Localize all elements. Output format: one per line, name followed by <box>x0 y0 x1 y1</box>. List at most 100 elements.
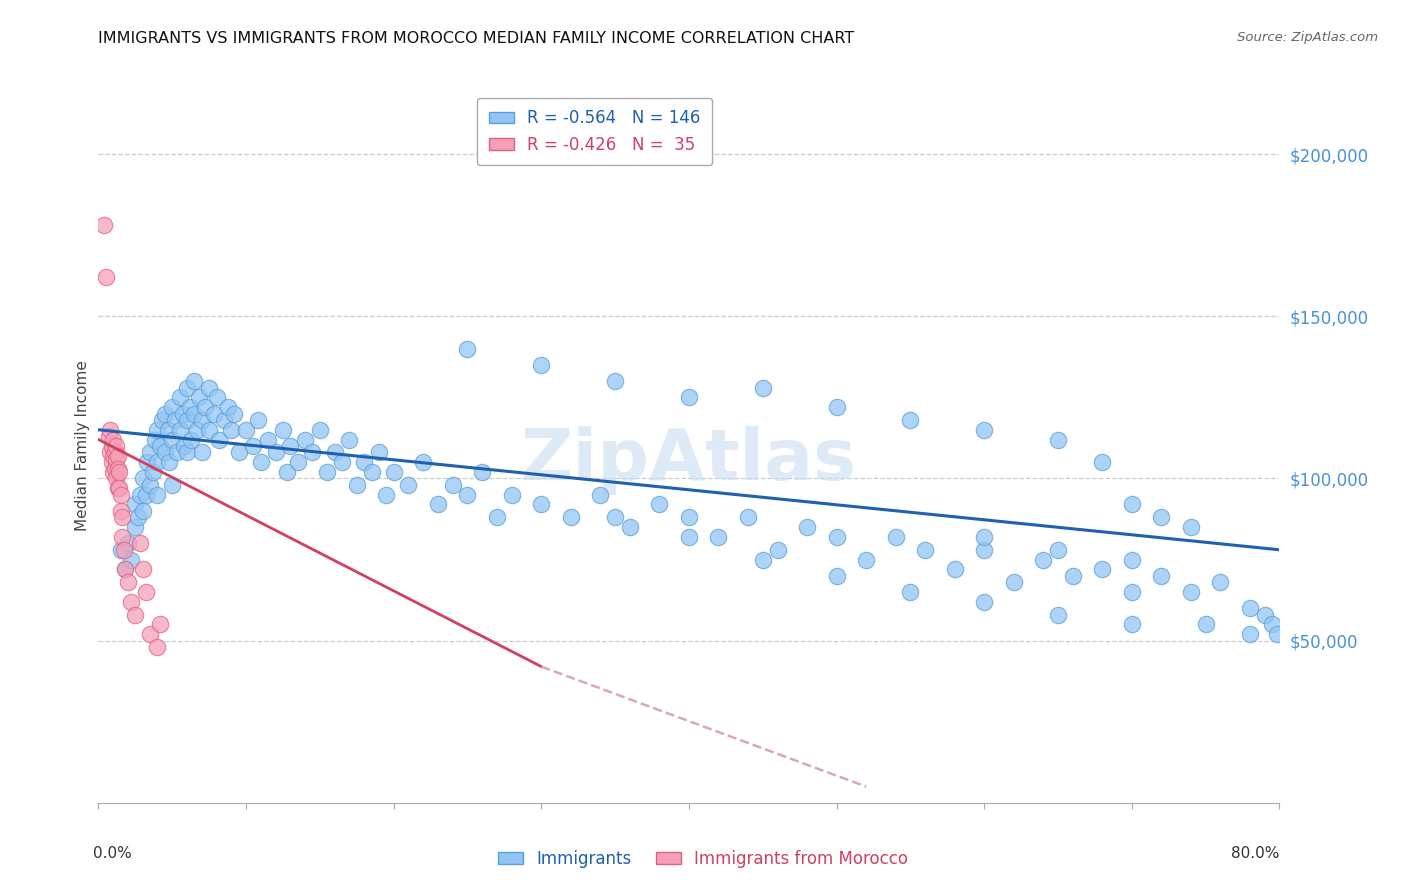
Point <box>114 562 136 576</box>
Point <box>110 488 132 502</box>
Point <box>294 433 316 447</box>
Point <box>186 423 208 437</box>
Point <box>132 562 155 576</box>
Point <box>110 542 132 557</box>
Legend: Immigrants, Immigrants from Morocco: Immigrants, Immigrants from Morocco <box>491 844 915 875</box>
Point <box>456 342 478 356</box>
Point <box>271 423 294 437</box>
Point <box>943 562 966 576</box>
Point <box>678 390 700 404</box>
Point <box>1254 607 1277 622</box>
Point <box>146 488 169 502</box>
Point <box>117 575 139 590</box>
Point <box>105 471 128 485</box>
Point <box>114 562 136 576</box>
Point <box>900 413 922 427</box>
Point <box>278 439 302 453</box>
Point <box>176 413 198 427</box>
Point <box>589 488 612 502</box>
Point <box>242 439 264 453</box>
Point <box>825 530 848 544</box>
Point <box>884 530 907 544</box>
Point <box>235 423 257 437</box>
Point <box>1046 433 1069 447</box>
Point <box>98 445 121 459</box>
Point <box>194 400 217 414</box>
Point <box>105 439 128 453</box>
Point <box>108 465 131 479</box>
Point <box>737 510 759 524</box>
Point <box>100 455 122 469</box>
Point <box>149 439 172 453</box>
Point <box>353 455 375 469</box>
Point <box>172 407 194 421</box>
Point <box>276 465 298 479</box>
Point <box>191 413 214 427</box>
Point <box>323 445 346 459</box>
Point <box>412 455 434 469</box>
Point <box>180 433 202 447</box>
Point <box>619 520 641 534</box>
Point <box>360 465 382 479</box>
Point <box>103 465 125 479</box>
Point <box>120 595 142 609</box>
Point <box>105 452 128 467</box>
Point <box>143 433 166 447</box>
Point <box>1261 617 1284 632</box>
Point <box>530 358 553 372</box>
Point <box>120 552 142 566</box>
Point <box>146 423 169 437</box>
Point <box>973 542 995 557</box>
Point <box>346 478 368 492</box>
Point <box>605 510 627 524</box>
Point <box>191 445 214 459</box>
Point <box>107 461 129 475</box>
Point <box>825 568 848 582</box>
Point <box>1150 568 1173 582</box>
Point <box>150 413 173 427</box>
Point <box>309 423 332 437</box>
Point <box>198 381 221 395</box>
Point <box>162 433 183 447</box>
Point <box>264 445 287 459</box>
Point <box>1180 520 1202 534</box>
Point <box>100 439 122 453</box>
Point <box>456 488 478 502</box>
Point <box>166 445 188 459</box>
Point <box>375 488 398 502</box>
Point <box>766 542 789 557</box>
Point <box>1002 575 1025 590</box>
Point <box>1150 510 1173 524</box>
Point <box>139 478 162 492</box>
Text: IMMIGRANTS VS IMMIGRANTS FROM MOROCCO MEDIAN FAMILY INCOME CORRELATION CHART: IMMIGRANTS VS IMMIGRANTS FROM MOROCCO ME… <box>98 31 855 46</box>
Point <box>111 510 134 524</box>
Point <box>246 413 269 427</box>
Point <box>205 390 228 404</box>
Point <box>678 510 700 524</box>
Point <box>111 530 134 544</box>
Point <box>146 640 169 654</box>
Point <box>157 455 180 469</box>
Point <box>1046 607 1069 622</box>
Point <box>103 449 125 463</box>
Point <box>108 481 131 495</box>
Point <box>124 607 146 622</box>
Point <box>212 413 235 427</box>
Point <box>128 488 150 502</box>
Point <box>1239 627 1261 641</box>
Text: Source: ZipAtlas.com: Source: ZipAtlas.com <box>1237 31 1378 45</box>
Point <box>368 445 391 459</box>
Point <box>153 445 176 459</box>
Point <box>224 407 246 421</box>
Point <box>107 481 129 495</box>
Point <box>501 488 523 502</box>
Point <box>973 423 995 437</box>
Point <box>301 445 323 459</box>
Point <box>1180 585 1202 599</box>
Point <box>796 520 818 534</box>
Point <box>973 530 995 544</box>
Point <box>1091 455 1114 469</box>
Point <box>112 542 135 557</box>
Point <box>156 423 179 437</box>
Point <box>396 478 419 492</box>
